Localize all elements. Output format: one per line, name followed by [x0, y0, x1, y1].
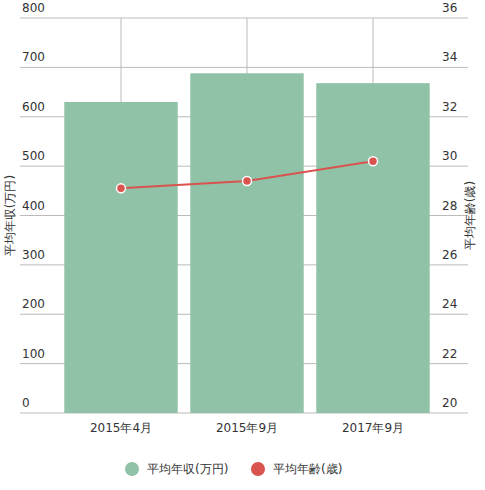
y2-tick-label: 36	[442, 1, 457, 15]
y-tick-label: 200	[22, 297, 45, 311]
x-tick-label: 2017年9月	[342, 421, 404, 435]
y2-tick-label: 30	[442, 149, 457, 163]
y-tick-label: 300	[22, 248, 45, 262]
y2-axis-title: 平均年齢(歳)	[463, 181, 477, 250]
y-tick-label: 800	[22, 1, 45, 15]
y-axis-title: 平均年収(万円)	[3, 175, 17, 256]
y2-tick-label: 20	[442, 396, 457, 410]
line	[121, 161, 373, 188]
bar	[190, 73, 303, 413]
legend: 平均年収(万円) 平均年齢(歳)	[125, 462, 342, 476]
y-tick-label: 600	[22, 100, 45, 114]
y2-tick-label: 22	[442, 347, 457, 361]
y2-tick-label: 28	[442, 199, 457, 213]
plot-area	[64, 73, 429, 413]
x-tick-label: 2015年9月	[216, 421, 278, 435]
y-tick-label: 400	[22, 199, 45, 213]
marker	[369, 157, 378, 166]
y2-tick-label: 26	[442, 248, 457, 262]
legend-label: 平均年収(万円)	[147, 462, 228, 476]
y-tick-label: 100	[22, 347, 45, 361]
y2-tick-label: 32	[442, 100, 457, 114]
x-tick-label: 2015年4月	[90, 421, 152, 435]
grid-line	[20, 18, 468, 19]
y2-tick-label: 34	[442, 50, 457, 64]
bar	[316, 83, 429, 413]
bar	[64, 102, 177, 413]
y-tick-label: 700	[22, 50, 45, 64]
legend-swatch	[125, 462, 139, 476]
y-tick-label: 0	[22, 396, 30, 410]
marker	[243, 176, 252, 185]
legend-swatch	[251, 462, 265, 476]
y-tick-label: 500	[22, 149, 45, 163]
legend-label: 平均年齢(歳)	[273, 462, 342, 476]
marker	[117, 184, 126, 193]
chart: 0 100 200 300 400 500 600 700 800 20 22 24 26 28 30 32 3…	[0, 0, 485, 490]
y2-tick-label: 24	[442, 297, 457, 311]
grid-line	[20, 67, 468, 68]
